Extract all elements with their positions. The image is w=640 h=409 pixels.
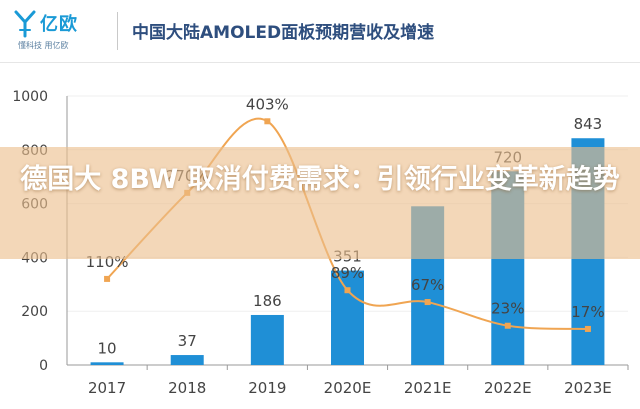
y-tick-label: 1000 [12, 89, 48, 105]
growth-point [344, 287, 351, 294]
bar-data-label: 10 [98, 339, 117, 357]
x-tick-label: 2019 [248, 379, 286, 397]
x-tick-label: 2023E [564, 379, 612, 397]
bar-data-label: 186 [253, 292, 282, 310]
logo-tagline: 懂科技 用亿欧 [18, 41, 69, 50]
bar-data-label: 843 [574, 115, 603, 133]
growth-point [504, 322, 511, 329]
banner-headline[interactable]: 德国大 8BW 取消付费需求：引领行业变革新趋势 [20, 164, 620, 195]
bar [331, 270, 364, 365]
logo[interactable]: 亿欧 懂科技 用亿欧 [14, 8, 114, 54]
y-tick-label: 200 [21, 304, 48, 320]
growth-data-label: 17% [571, 303, 604, 321]
growth-point [424, 299, 431, 306]
x-tick-label: 2017 [88, 379, 126, 397]
logo-name: 亿欧 [40, 14, 78, 35]
x-tick-label: 2020E [324, 379, 372, 397]
x-tick-label: 2022E [484, 379, 532, 397]
x-tick-label: 2021E [404, 379, 452, 397]
growth-point [104, 275, 111, 282]
bar [90, 362, 124, 365]
growth-point [584, 325, 591, 332]
growth-data-label: 67% [411, 276, 444, 294]
x-tick-label: 2018 [168, 379, 206, 397]
growth-point [264, 118, 271, 125]
bar-data-label: 37 [178, 332, 197, 350]
growth-data-label: 23% [491, 300, 524, 318]
header-divider [117, 12, 118, 50]
growth-data-label: 403% [246, 95, 289, 113]
logo-icon [14, 10, 36, 38]
bar [250, 314, 284, 365]
y-tick-label: 0 [39, 358, 48, 374]
header: 亿欧 懂科技 用亿欧 中国大陆AMOLED面板预期营收及增速 [0, 0, 640, 63]
headline-banner [0, 147, 640, 259]
growth-data-label: 89% [331, 264, 364, 282]
page-title: 中国大陆AMOLED面板预期营收及增速 [132, 23, 435, 43]
bar [170, 355, 204, 365]
